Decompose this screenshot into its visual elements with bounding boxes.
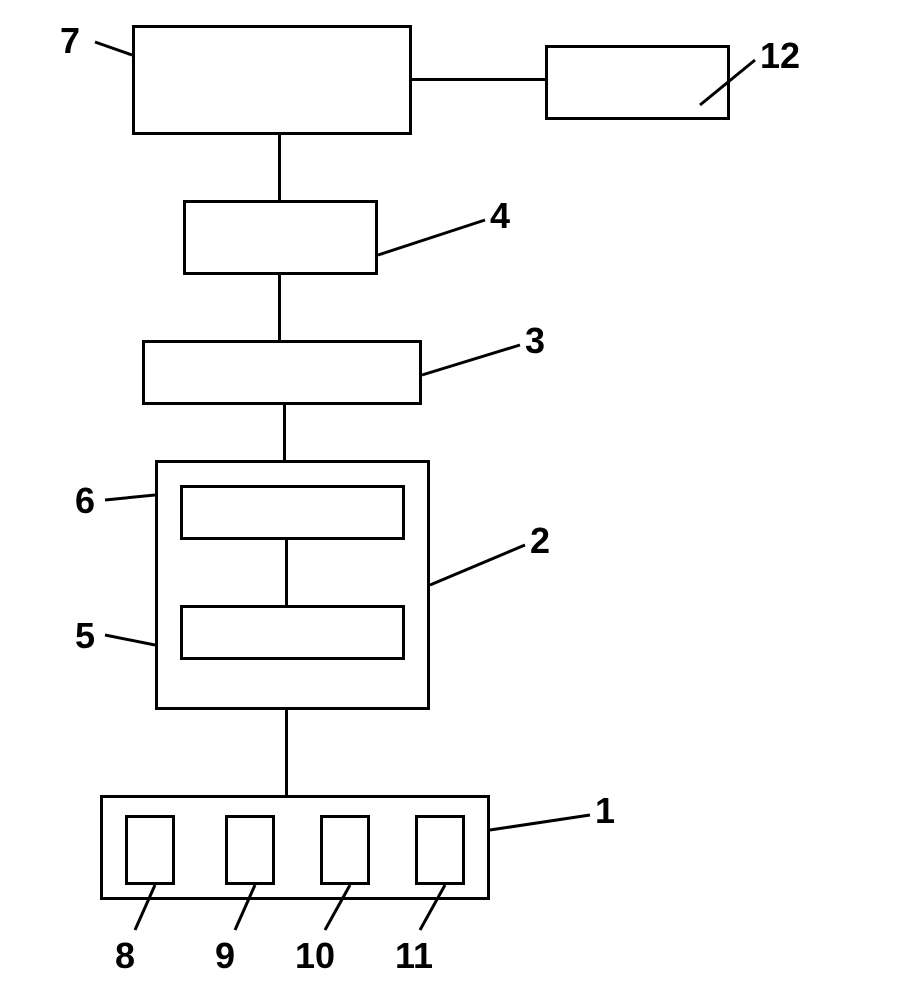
- connector-4-3: [278, 275, 281, 340]
- label-11: 11: [395, 935, 433, 977]
- block-4: [183, 200, 378, 275]
- connector-2-1: [285, 710, 288, 795]
- connector-3-2: [283, 405, 286, 460]
- label-9: 9: [215, 935, 235, 977]
- connector-7-12: [412, 78, 545, 81]
- lead-7: [95, 42, 132, 55]
- connector-7-4: [278, 135, 281, 200]
- label-12: 12: [760, 35, 800, 77]
- lead-2: [430, 545, 525, 585]
- label-1: 1: [595, 790, 615, 832]
- label-8: 8: [115, 935, 135, 977]
- label-5: 5: [75, 615, 95, 657]
- lead-4: [378, 220, 485, 255]
- lead-3: [422, 345, 520, 375]
- block-7: [132, 25, 412, 135]
- connector-6-5: [285, 540, 288, 605]
- block-10: [320, 815, 370, 885]
- block-6: [180, 485, 405, 540]
- lead-5: [105, 635, 155, 645]
- block-5: [180, 605, 405, 660]
- label-4: 4: [490, 195, 510, 237]
- block-12: [545, 45, 730, 120]
- lead-6: [105, 495, 155, 500]
- block-11: [415, 815, 465, 885]
- block-8: [125, 815, 175, 885]
- label-2: 2: [530, 520, 550, 562]
- label-10: 10: [295, 935, 335, 977]
- block-3: [142, 340, 422, 405]
- lead-1: [490, 815, 590, 830]
- label-7: 7: [60, 20, 80, 62]
- block-9: [225, 815, 275, 885]
- label-3: 3: [525, 320, 545, 362]
- label-6: 6: [75, 480, 95, 522]
